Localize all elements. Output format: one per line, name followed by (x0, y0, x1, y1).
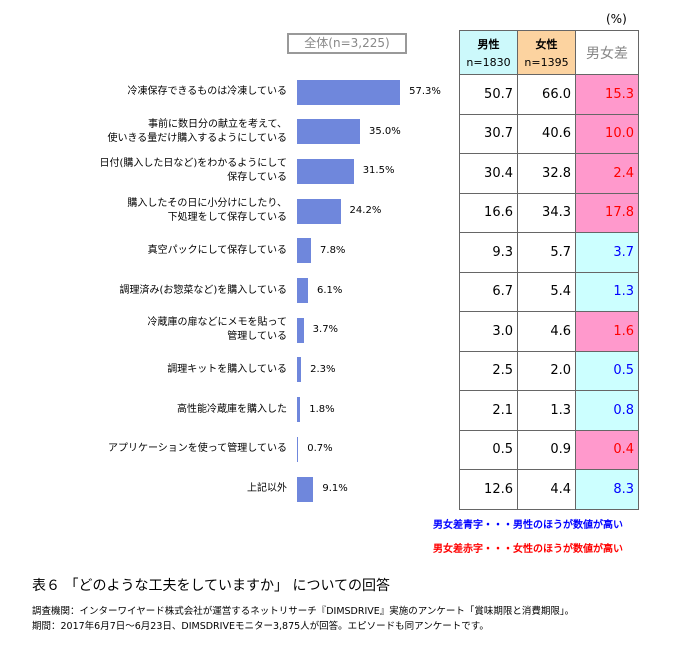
header-male: 男性 n=1830 (459, 30, 518, 75)
table-row: 2.5 2.0 0.5 (459, 350, 639, 391)
cell-diff: 0.4 (575, 429, 639, 470)
cell-diff: 1.3 (575, 271, 639, 312)
value-label: 2.3% (310, 363, 336, 375)
value-label: 3.7% (312, 324, 339, 336)
series-label: 全体(n=3,225) (287, 33, 407, 54)
cell-female: 40.6 (517, 113, 576, 154)
source-line-2: 期間：2017年6月7日～6月23日、DIMSDRIVEモニター3,875人が回… (32, 621, 489, 632)
cell-male: 2.1 (459, 390, 518, 431)
value-label: 0.7% (307, 443, 333, 455)
bar (297, 198, 341, 224)
value-label: 7.8% (320, 244, 346, 256)
cell-male: 2.5 (459, 350, 518, 391)
value-label: 6.1% (316, 284, 343, 296)
table-row: 12.6 4.4 8.3 (459, 469, 639, 510)
cell-diff: 1.6 (575, 311, 639, 352)
cell-female: 34.3 (517, 192, 576, 233)
value-label: 9.1% (322, 483, 348, 494)
bar (297, 397, 301, 423)
table-row: 9.3 5.7 3.7 (459, 232, 639, 273)
bar (297, 476, 314, 502)
cell-male: 16.6 (459, 192, 518, 233)
value-label: 31.5% (362, 165, 395, 177)
cell-male: 30.4 (459, 153, 518, 194)
bar (297, 357, 302, 383)
cell-female: 5.7 (517, 232, 576, 273)
value-label: 24.2% (349, 205, 382, 217)
cell-female: 32.8 (517, 153, 576, 194)
cell-male: 9.3 (459, 232, 518, 273)
header-diff: 男女差 (575, 30, 639, 75)
cell-diff: 10.0 (575, 113, 639, 154)
bar (297, 158, 354, 184)
cell-diff: 0.5 (575, 350, 639, 391)
unit-label: (%) (606, 12, 627, 26)
note-blue: 男女差青字・・・男性のほうが数値が高い (433, 520, 623, 531)
cell-female: 4.4 (517, 469, 576, 510)
cell-diff: 0.8 (575, 390, 639, 431)
cell-female: 0.9 (517, 429, 576, 470)
chart-title: 表６ 「どのような工夫をしていますか」 についての回答 (32, 578, 391, 594)
gender-table: 男性 n=1830 女性 n=1395 男女差 50.7 66.0 15.3 30.7 40… (459, 30, 639, 510)
table-row: 0.5 0.9 0.4 (459, 429, 639, 470)
cell-male: 3.0 (459, 311, 518, 352)
bar (297, 119, 360, 145)
table-row: 30.7 40.6 10.0 (459, 113, 639, 154)
cell-female: 66.0 (517, 74, 576, 115)
table-row: 50.7 66.0 15.3 (459, 74, 639, 115)
cell-female: 4.6 (517, 311, 576, 352)
category-label: 上記以外 (247, 483, 287, 494)
category-label: 調理済み(お惣菜など)を購入している (119, 284, 287, 296)
cell-diff: 15.3 (575, 74, 639, 115)
bar (297, 436, 299, 462)
bar (297, 278, 308, 303)
bar (297, 238, 312, 264)
cell-male: 0.5 (459, 429, 518, 470)
table-row: 16.6 34.3 17.8 (459, 192, 639, 233)
cell-male: 12.6 (459, 469, 518, 510)
table-row: 30.4 32.8 2.4 (459, 153, 639, 194)
cell-diff: 2.4 (575, 153, 639, 194)
table-row: 2.1 1.3 0.8 (459, 390, 639, 431)
value-label: 35.0% (369, 125, 401, 137)
table-row: 6.7 5.4 1.3 (459, 271, 639, 312)
category-label: 冷凍保存できるものは冷凍している (127, 86, 288, 97)
header-female: 女性 n=1395 (517, 30, 576, 75)
table-header: 男性 n=1830 女性 n=1395 男女差 (459, 30, 639, 75)
cell-diff: 17.8 (575, 192, 639, 233)
category-label: 冷蔵庫の扉などにメモを貼って 管理している (147, 317, 288, 343)
category-label: 真空パックにして保存している (147, 244, 287, 256)
note-red: 男女差赤字・・・女性のほうが数値が高い (433, 544, 623, 555)
category-label: 購入したその日に小分けにしたり、 下処理をして保存している (127, 198, 287, 224)
category-label: アプリケーションを使って管理している (108, 443, 287, 455)
bar (297, 79, 401, 105)
cell-female: 2.0 (517, 350, 576, 391)
category-label: 日付(購入した日など)をわかるようにして 保存している (99, 158, 287, 184)
value-label: 1.8% (309, 403, 335, 415)
bar (297, 317, 304, 343)
value-label: 57.3% (409, 86, 441, 97)
cell-male: 6.7 (459, 271, 518, 312)
cell-diff: 3.7 (575, 232, 639, 273)
category-label: 高性能冷蔵庫を購入した (177, 403, 287, 415)
cell-diff: 8.3 (575, 469, 639, 510)
category-label: 事前に数日分の献立を考えて、 使いきる量だけ購入するようにしている (107, 118, 288, 144)
category-label: 調理キットを購入している (167, 363, 287, 375)
cell-male: 50.7 (459, 74, 518, 115)
cell-female: 1.3 (517, 390, 576, 431)
cell-female: 5.4 (517, 271, 576, 312)
table-row: 3.0 4.6 1.6 (459, 311, 639, 352)
source-line-1: 調査機関：インターワイヤード株式会社が運営するネットリサーチ『DIMSDRIVE… (32, 606, 575, 617)
cell-male: 30.7 (459, 113, 518, 154)
